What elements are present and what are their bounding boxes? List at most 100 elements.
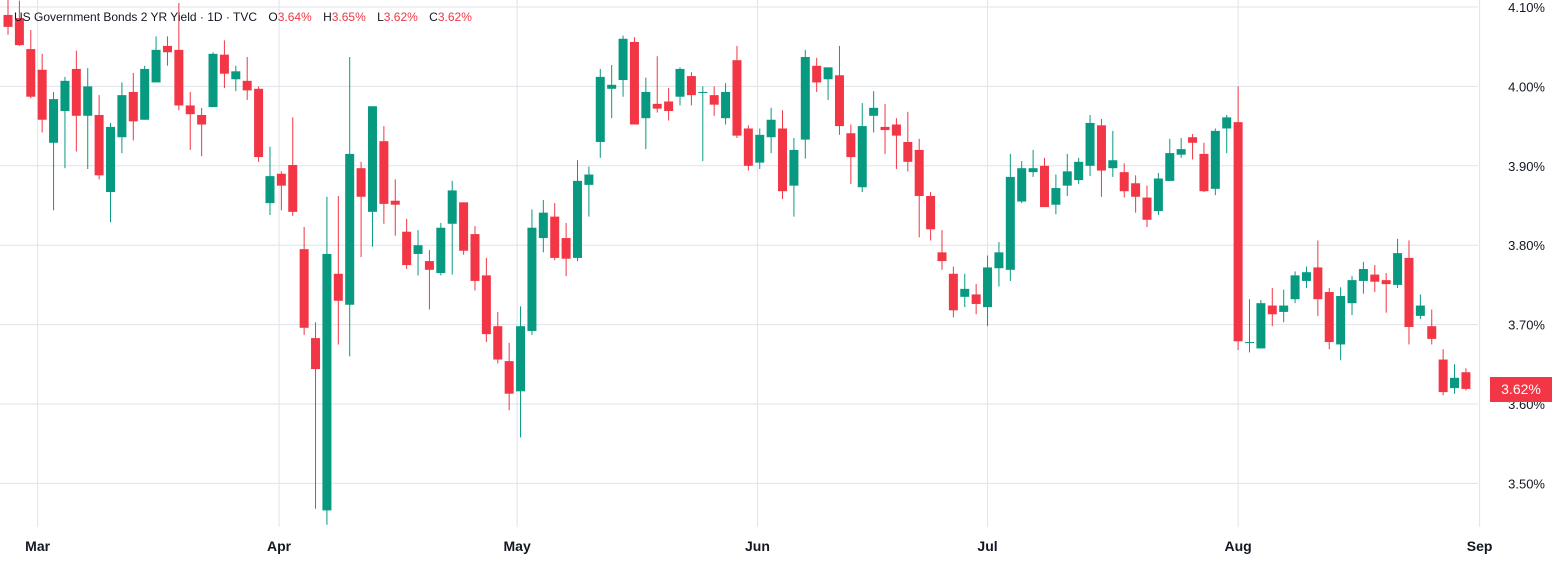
candle	[1450, 364, 1460, 394]
candle	[857, 103, 867, 193]
candle	[151, 36, 161, 83]
candle-body	[903, 141, 913, 162]
candle-body	[1233, 122, 1243, 342]
candle-body	[345, 153, 355, 305]
candle	[333, 195, 343, 345]
candle-body	[1290, 275, 1300, 300]
candle-body	[743, 128, 753, 166]
candle-body	[869, 107, 879, 116]
candle-body	[891, 124, 901, 136]
candle-body	[1062, 171, 1072, 186]
candle-body	[208, 53, 218, 108]
candle-body	[550, 216, 560, 258]
candle	[1028, 149, 1038, 177]
candle-body	[60, 80, 70, 112]
candle	[49, 91, 59, 211]
candle	[231, 65, 241, 92]
candle	[641, 77, 651, 150]
x-tick-label: Sep	[1467, 538, 1493, 554]
candle-body	[1096, 125, 1106, 171]
candle-body	[413, 245, 423, 254]
candle	[83, 68, 93, 169]
candle-body	[1450, 377, 1460, 389]
candle	[162, 36, 172, 66]
last-price-label: 3.62%	[1490, 377, 1552, 402]
candle	[128, 72, 138, 141]
candle	[1074, 157, 1084, 185]
candle-body	[721, 91, 731, 119]
candle-body	[1108, 160, 1118, 169]
candle-body	[117, 95, 127, 138]
candle	[288, 117, 298, 216]
candle	[789, 138, 799, 217]
y-tick-label: 4.00%	[1508, 79, 1545, 94]
candle-body	[459, 202, 469, 251]
candle-body	[709, 95, 719, 105]
candle	[823, 67, 833, 100]
candle	[447, 180, 457, 275]
close-label: C	[429, 10, 438, 24]
y-tick-label: 4.10%	[1508, 0, 1545, 15]
candle	[891, 118, 901, 169]
candle-body	[493, 326, 503, 360]
candle	[424, 249, 434, 310]
candle-body	[846, 133, 856, 158]
time-axis[interactable]: Mar Apr May Jun Jul Aug Sep	[25, 538, 1492, 554]
candle-body	[516, 326, 526, 392]
low-value: 3.62%	[383, 10, 418, 24]
candle-body	[573, 180, 582, 258]
candle-body	[254, 88, 264, 158]
candle	[436, 222, 446, 276]
symbol-legend: US Government Bonds 2 YR Yield · 1D · TV…	[14, 10, 480, 24]
candle-body	[1176, 149, 1186, 155]
candle	[960, 273, 970, 308]
price-axis[interactable]: 4.10%4.00%3.90%3.80%3.70%3.60%3.50%	[1508, 0, 1545, 491]
candle	[140, 65, 150, 120]
candle	[1438, 349, 1448, 396]
candle	[1404, 240, 1414, 345]
candle	[1245, 299, 1255, 353]
candle-body	[504, 361, 514, 394]
candle-body	[1188, 137, 1198, 143]
candle	[504, 342, 514, 411]
candle	[652, 56, 662, 113]
candle	[926, 192, 936, 241]
candle	[573, 160, 582, 262]
candle	[356, 161, 366, 258]
candle	[1062, 153, 1072, 196]
candle-body	[265, 176, 275, 204]
candle	[607, 64, 617, 119]
candle-body	[675, 68, 685, 97]
candle-body	[1301, 272, 1311, 281]
candle	[846, 124, 856, 185]
y-tick-label: 3.80%	[1508, 238, 1545, 253]
candle	[561, 222, 571, 277]
candle-body	[800, 57, 810, 140]
candle-body	[595, 76, 605, 142]
candle	[527, 209, 537, 335]
candle	[516, 306, 526, 438]
candle	[1108, 130, 1118, 177]
candle-body	[3, 14, 13, 27]
candle-body	[994, 252, 1004, 269]
candle-body	[538, 212, 548, 239]
candle	[743, 125, 753, 171]
candle-body	[880, 126, 890, 131]
candle-body	[436, 227, 446, 273]
candle	[1336, 287, 1346, 361]
candle	[948, 266, 958, 318]
candle-body	[481, 275, 491, 335]
x-tick-label: Mar	[25, 538, 50, 554]
x-tick-label: Jun	[745, 538, 770, 554]
candle-body	[1393, 253, 1403, 285]
candle-body	[1142, 197, 1152, 220]
candle	[299, 226, 309, 335]
candle	[869, 91, 879, 133]
candle	[1279, 289, 1289, 323]
candle	[1131, 175, 1141, 213]
candle-body	[140, 68, 150, 120]
candles	[3, 0, 1471, 525]
candle-body	[1039, 165, 1049, 208]
candle	[1119, 163, 1129, 198]
